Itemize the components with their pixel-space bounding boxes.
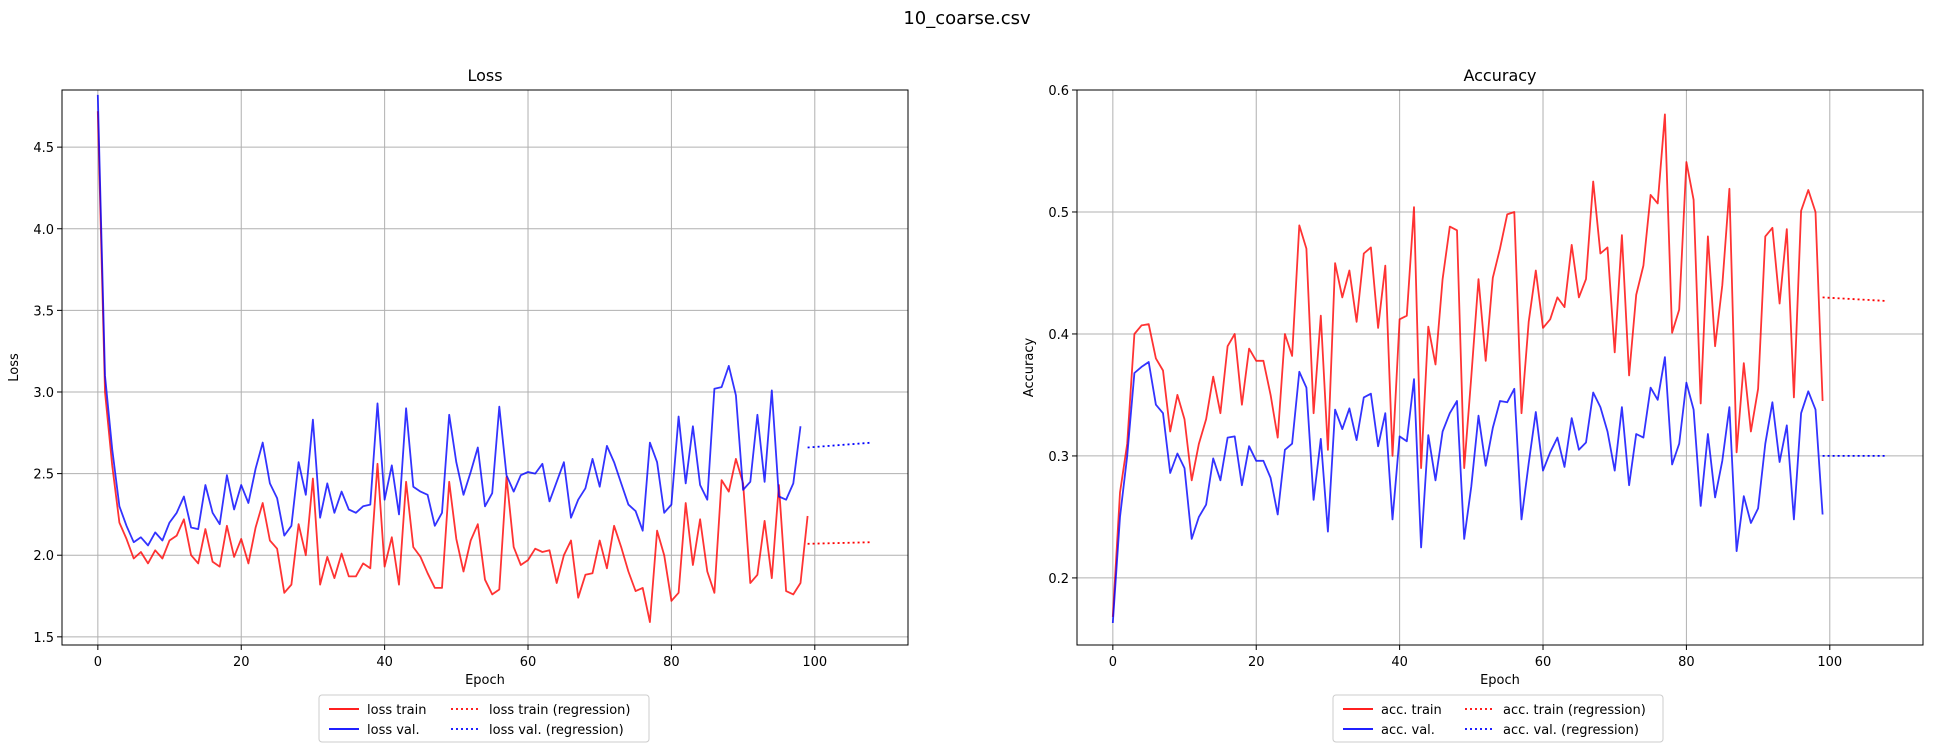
figure-suptitle: 10_coarse.csv <box>903 8 1031 29</box>
legend-label-acc-val-regression: acc. val. (regression) <box>1503 723 1639 738</box>
x-tick-label: 20 <box>233 655 250 670</box>
y-tick-label: 3.0 <box>33 386 54 401</box>
legend: loss train loss val. loss train (regressio… <box>318 694 650 743</box>
legend-label-loss-train: loss train <box>367 703 427 718</box>
x-tick-label: 60 <box>1535 655 1552 670</box>
x-tick-label: 60 <box>520 655 537 670</box>
y-axis-label: Accuracy <box>1022 338 1037 398</box>
y-tick-label: 2.0 <box>33 549 54 564</box>
legend-label-loss-val-regression: loss val. (regression) <box>489 723 624 738</box>
y-tick-label: 0.5 <box>1048 206 1069 221</box>
x-tick-label: 100 <box>802 655 827 670</box>
legend-label-acc-train: acc. train <box>1381 703 1442 718</box>
x-tick-label: 20 <box>1248 655 1265 670</box>
x-tick-label: 80 <box>1678 655 1695 670</box>
x-tick-label: 0 <box>94 655 102 670</box>
y-axis-label: Loss <box>7 353 22 382</box>
y-tick-label: 4.5 <box>33 141 54 156</box>
x-tick-label: 40 <box>376 655 393 670</box>
x-tick-label: 40 <box>1391 655 1408 670</box>
legend-box <box>318 694 650 743</box>
chart-title: Accuracy <box>1463 66 1536 85</box>
y-tick-label: 1.5 <box>33 631 54 646</box>
chart-title: Loss <box>467 66 502 85</box>
legend: acc. train acc. val. acc. train (regressio… <box>1332 694 1664 743</box>
y-tick-label: 3.5 <box>33 304 54 319</box>
series-loss-train-regression <box>807 541 873 545</box>
legend-label-loss-val: loss val. <box>367 723 420 738</box>
x-axis-label: Epoch <box>465 673 505 688</box>
series-acc-train-regression <box>1822 296 1888 302</box>
y-tick-label: 0.2 <box>1048 572 1069 587</box>
legend-label-loss-train-regression: loss train (regression) <box>489 703 631 718</box>
loss-chart: 0 20 40 60 80 100 1.5 2.0 2.5 3.0 3.5 4.0 4.5 Loss Epo… <box>7 66 909 743</box>
series-loss-train <box>96 111 809 623</box>
series-acc-val <box>1111 356 1824 624</box>
legend-label-acc-val: acc. val. <box>1381 723 1435 738</box>
y-tick-label: 2.5 <box>33 468 54 483</box>
x-tick-label: 0 <box>1109 655 1117 670</box>
accuracy-chart: 0 20 40 60 80 100 0.2 0.3 0.4 0.5 0.6 Accuracy Epoch… <box>1022 66 1924 743</box>
series-loss-val <box>96 94 802 547</box>
series-acc-train <box>1111 113 1824 617</box>
x-tick-label: 100 <box>1817 655 1842 670</box>
legend-box <box>1332 694 1664 743</box>
x-tick-label: 80 <box>663 655 680 670</box>
y-tick-label: 4.0 <box>33 223 54 238</box>
y-tick-label: 0.6 <box>1048 84 1069 99</box>
y-tick-label: 0.4 <box>1048 328 1069 343</box>
legend-label-acc-train-regression: acc. train (regression) <box>1503 703 1646 718</box>
y-tick-label: 0.3 <box>1048 450 1069 465</box>
plot-frame <box>61 89 909 646</box>
x-axis-label: Epoch <box>1480 673 1520 688</box>
plot-frame <box>1076 89 1924 646</box>
series-loss-val-regression <box>807 441 873 449</box>
